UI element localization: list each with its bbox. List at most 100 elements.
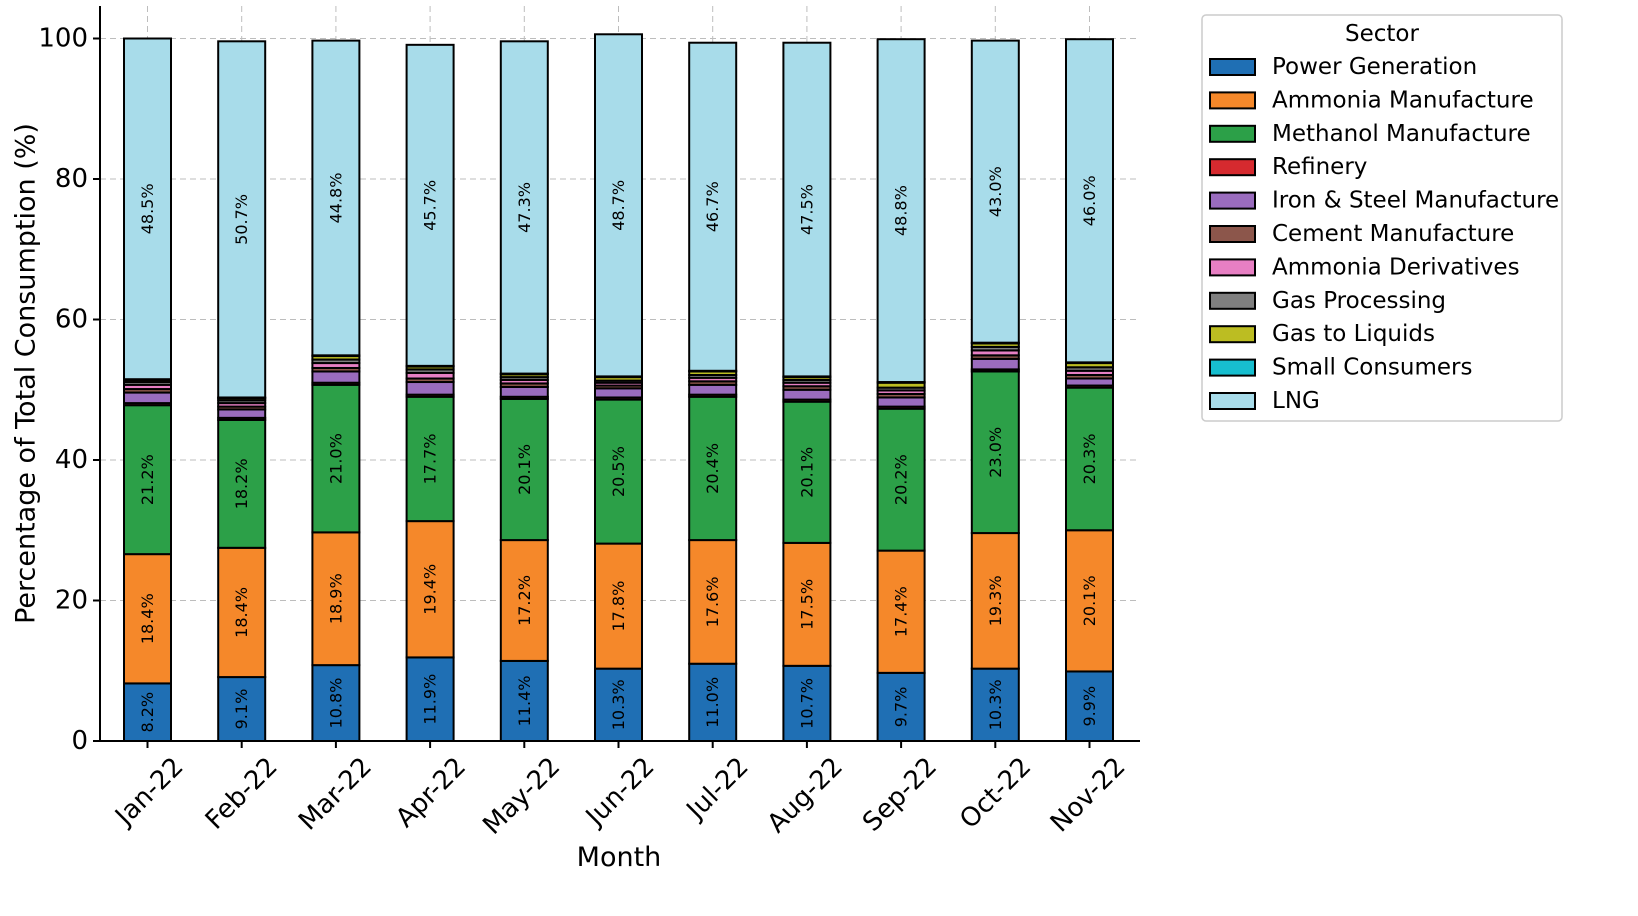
y-tick-label: 20	[55, 586, 88, 616]
bar-value-label: 9.1%	[232, 689, 251, 730]
bar-segment	[405, 395, 455, 523]
bar-value-label: 10.7%	[797, 678, 816, 729]
bar-value-label: 17.8%	[609, 581, 628, 632]
bar-value-label: 50.7%	[232, 194, 251, 245]
x-tick-label: Jan-22	[108, 752, 189, 833]
y-tick-label: 40	[55, 445, 88, 475]
legend-swatch	[1209, 258, 1256, 277]
bar-value-label: 45.7%	[421, 180, 440, 231]
bar-value-label: 20.1%	[515, 444, 534, 495]
bar-value-label: 47.3%	[515, 182, 534, 233]
x-tick-label: Oct-22	[954, 752, 1037, 835]
legend-swatch	[1209, 91, 1256, 110]
bar-segment	[217, 676, 267, 743]
bar-value-label: 46.0%	[1080, 175, 1099, 226]
bar-segment	[594, 667, 643, 743]
bar-value-label: 20.4%	[703, 443, 722, 494]
legend-swatch	[1209, 158, 1256, 177]
legend-label: Ammonia Derivatives	[1272, 254, 1520, 280]
y-tick-label: 80	[55, 164, 88, 194]
legend-label: Gas Processing	[1272, 288, 1446, 314]
bar-segment	[499, 40, 549, 375]
x-tick-label: Jul-22	[680, 752, 755, 827]
bar-segment	[217, 40, 267, 399]
bar-value-labels: 8.2% 18.4% 21.2% 48.5% 9.1% 18.4% 18.2% 50.7% 10…	[138, 166, 1099, 732]
bar-value-label: 11.4%	[515, 676, 534, 727]
y-tick-label: 60	[55, 305, 88, 335]
x-ticks: Jan-22 Feb-22 Mar-22 Apr-22 May-22 Jun-22 Jul-…	[108, 741, 1131, 841]
x-tick-label: Apr-22	[390, 752, 472, 834]
bar-segment	[123, 682, 172, 743]
bar-value-label: 10.8%	[326, 678, 345, 729]
bar-value-label: 9.9%	[1080, 686, 1099, 727]
bar-segment	[782, 664, 832, 743]
bar-segment	[594, 33, 643, 378]
bar-segment	[1065, 377, 1114, 387]
bar-segment	[499, 539, 549, 662]
legend-label: Small Consumers	[1272, 355, 1472, 381]
bar-segment	[688, 383, 738, 396]
bar-value-label: 17.7%	[421, 434, 440, 485]
bar-segment	[311, 383, 361, 534]
bar-value-label: 21.0%	[326, 433, 345, 484]
bar-segment	[405, 43, 455, 367]
legend-label: Ammonia Manufacture	[1272, 87, 1534, 113]
bar-segment	[782, 541, 832, 667]
bar-segment	[123, 404, 172, 556]
bar-segment	[311, 370, 361, 384]
bar-value-label: 17.5%	[797, 579, 816, 630]
bar-value-label: 17.4%	[892, 586, 911, 637]
bar-value-label: 18.9%	[326, 573, 345, 624]
bar-segment	[311, 531, 361, 667]
bar-value-label: 9.7%	[892, 687, 911, 728]
legend-swatch	[1209, 392, 1256, 410]
bar-value-label: 46.7%	[703, 181, 722, 232]
bar-segment	[1065, 38, 1114, 364]
legend-label: Cement Manufacture	[1272, 221, 1514, 247]
bar-value-label: 11.0%	[703, 677, 722, 728]
bar-segment	[876, 396, 926, 408]
bar-value-label: 20.3%	[1080, 434, 1099, 485]
legend-label: LNG	[1272, 388, 1320, 414]
bar-value-label: 20.2%	[892, 454, 911, 505]
legend: Sector Power Generation Ammonia Manufactur…	[1201, 14, 1563, 422]
bar-value-label: 47.5%	[797, 184, 816, 235]
legend-label: Refinery	[1272, 154, 1367, 180]
bar-value-label: 8.2%	[138, 692, 157, 733]
bar-value-label: 44.8%	[326, 173, 345, 224]
x-tick-label: Jun-22	[579, 752, 660, 833]
bar-value-label: 17.6%	[703, 576, 722, 627]
bar-segment	[499, 385, 549, 398]
legend-label: Gas to Liquids	[1272, 321, 1435, 347]
y-tick-label: 100	[38, 24, 88, 54]
bar-value-label: 18.4%	[232, 587, 251, 638]
bar-value-label: 48.5%	[138, 183, 157, 234]
legend-swatch	[1209, 191, 1256, 210]
bar-segment	[688, 662, 738, 742]
bar-value-label: 19.3%	[986, 575, 1005, 626]
bar-value-label: 20.1%	[797, 447, 816, 498]
bar-value-label: 17.2%	[515, 575, 534, 626]
legend-swatch	[1209, 358, 1256, 377]
bar-segment	[405, 656, 455, 743]
bar-segment	[970, 39, 1020, 344]
legend-label: Methanol Manufacture	[1272, 121, 1531, 147]
bar-value-label: 18.2%	[232, 458, 251, 509]
bar-segment	[970, 357, 1020, 371]
y-axis-title: Percentage of Total Consumption (%)	[11, 123, 42, 624]
bar-segment	[311, 39, 361, 357]
bar-value-label: 18.4%	[138, 593, 157, 644]
bar-segment	[688, 41, 738, 372]
bar-value-label: 23.0%	[986, 427, 1005, 478]
bar-value-label: 20.1%	[1080, 575, 1099, 626]
x-axis-title: Month	[577, 842, 662, 873]
bar-value-label: 48.7%	[609, 180, 628, 231]
bar-segment	[123, 391, 172, 405]
legend-swatch	[1209, 291, 1256, 310]
bar-segment	[499, 397, 549, 542]
bar-segment	[123, 553, 172, 685]
bar-segment	[405, 381, 455, 396]
bar-segment	[217, 408, 267, 419]
